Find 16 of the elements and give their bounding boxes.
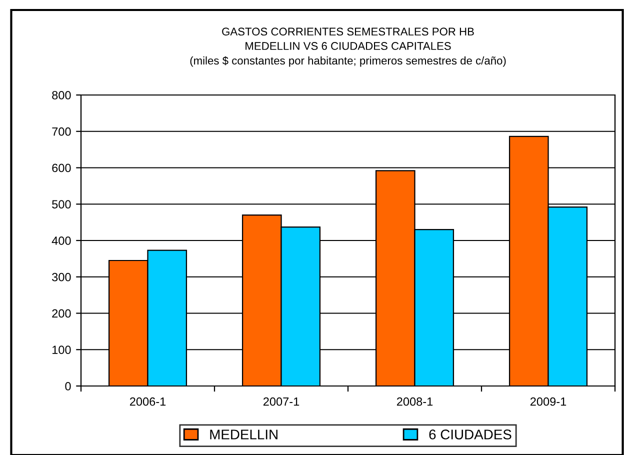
y-tick-label: 600 (52, 164, 71, 172)
x-tick-label: 2007-1 (263, 397, 300, 406)
y-tick-label: 400 (52, 236, 71, 245)
chart-title: GASTOS CORRIENTES SEMESTRALES POR HB MEDELLIN VS 6 CIUDADES CAPITALES (miles $ constantes por habitante; primeros semestres de c/año) (190, 28, 506, 67)
y-tick-label: 100 (52, 346, 71, 354)
y-tick-label: 200 (52, 309, 71, 318)
x-tick-label: 2006-1 (130, 397, 166, 406)
y-tick-label: 0 (65, 382, 71, 390)
y-tick-label: 300 (52, 272, 71, 282)
y-tick-label: 800 (52, 91, 71, 100)
y-tick-label: 500 (52, 200, 71, 209)
x-tick-label: 2008-1 (396, 397, 433, 406)
legend-label: 6 CIUDADES (429, 430, 512, 440)
x-tick-label: 2009-1 (530, 397, 566, 406)
y-tick-label: 700 (52, 127, 71, 136)
legend-label: MEDELLIN (210, 430, 278, 440)
